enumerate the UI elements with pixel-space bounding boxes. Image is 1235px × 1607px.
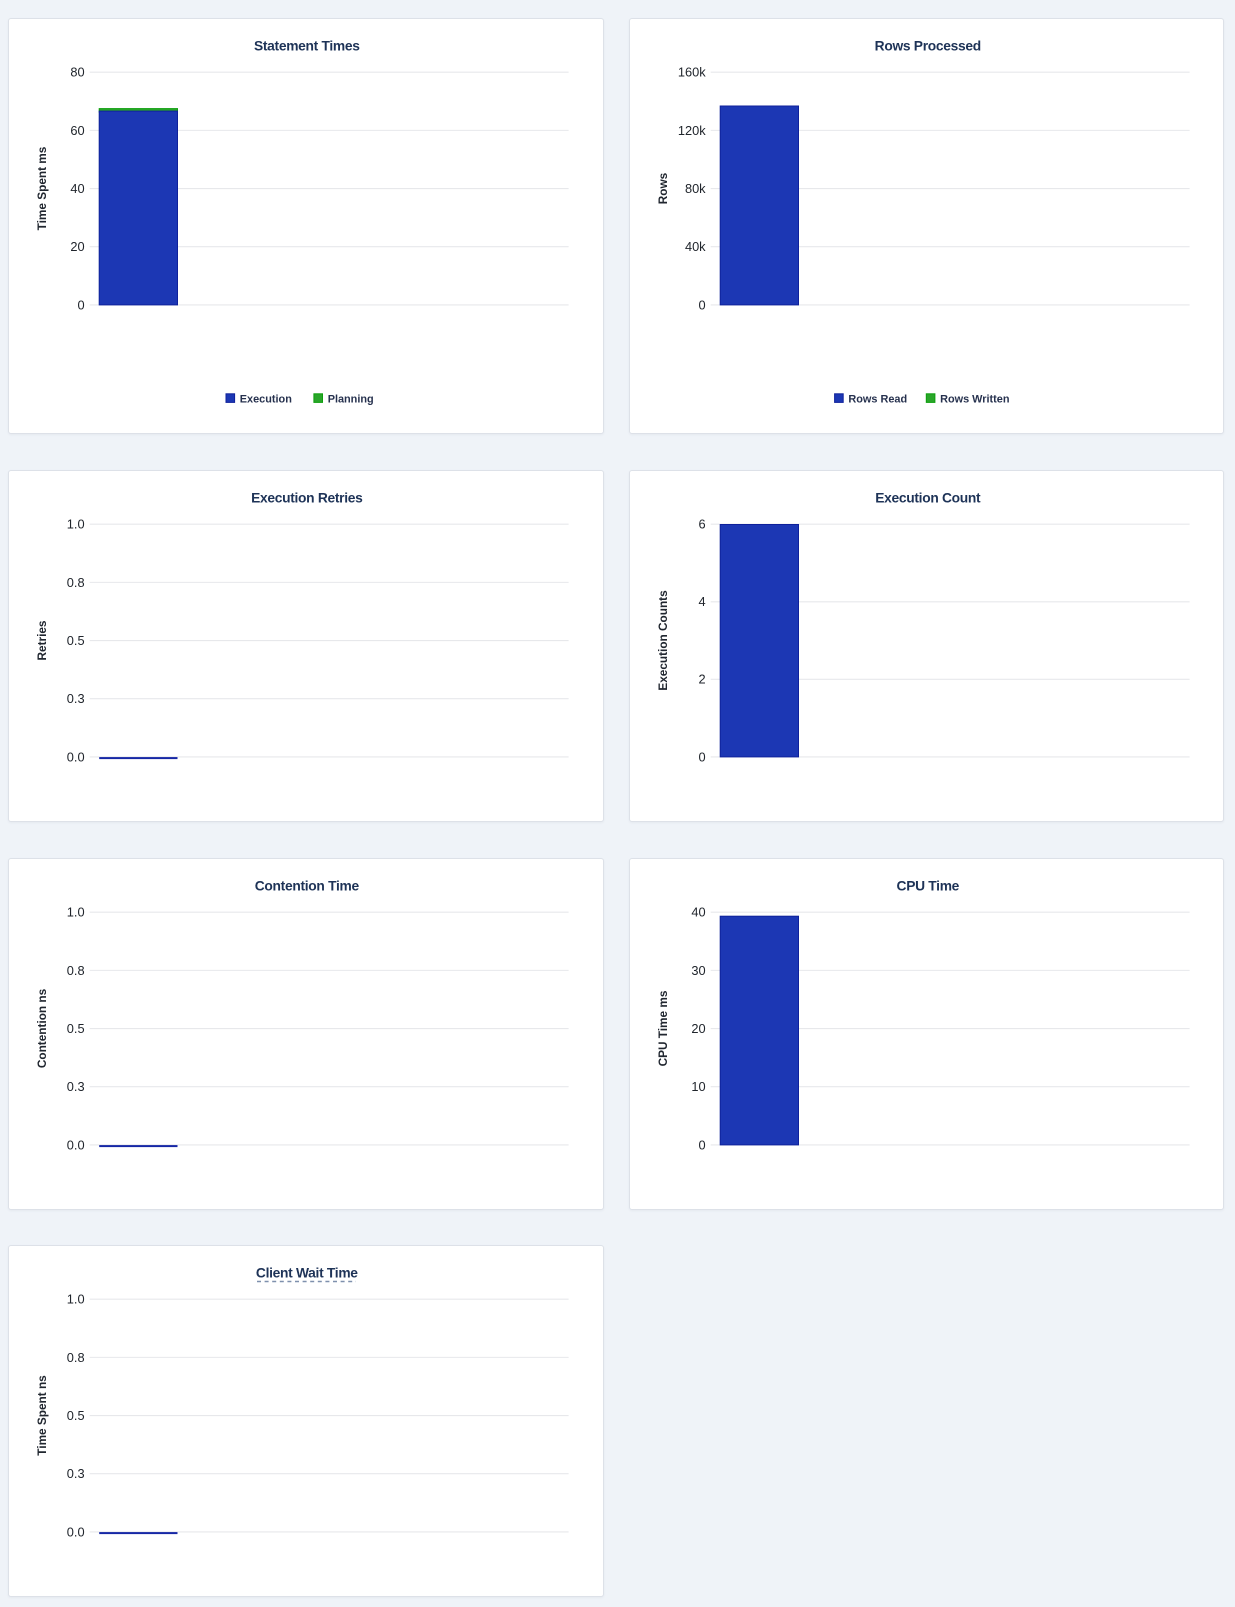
svg-text:0.3: 0.3 <box>67 691 85 706</box>
svg-text:40: 40 <box>70 181 84 196</box>
svg-text:1.0: 1.0 <box>67 904 85 919</box>
svg-text:0.0: 0.0 <box>67 1137 85 1152</box>
svg-text:1.0: 1.0 <box>67 1292 85 1307</box>
svg-text:10: 10 <box>691 1079 705 1094</box>
svg-text:0.0: 0.0 <box>67 1524 85 1539</box>
svg-text:CPU Time: CPU Time <box>896 878 959 893</box>
svg-text:Planning: Planning <box>328 394 374 406</box>
svg-text:80: 80 <box>70 65 84 80</box>
svg-text:Contention Time: Contention Time <box>255 878 360 893</box>
svg-text:0: 0 <box>698 749 705 764</box>
svg-text:Execution Retries: Execution Retries <box>251 490 363 505</box>
svg-text:Rows Read: Rows Read <box>848 394 907 406</box>
svg-text:CPU Time ms: CPU Time ms <box>656 990 670 1066</box>
svg-text:30: 30 <box>691 962 705 977</box>
svg-text:0.3: 0.3 <box>67 1466 85 1481</box>
svg-text:6: 6 <box>698 516 705 531</box>
svg-text:Execution Counts: Execution Counts <box>656 589 670 690</box>
svg-text:0.5: 0.5 <box>67 1020 85 1035</box>
svg-text:Rows Processed: Rows Processed <box>874 39 980 54</box>
svg-text:20: 20 <box>691 1020 705 1035</box>
svg-text:Statement Times: Statement Times <box>254 39 360 54</box>
svg-text:0.8: 0.8 <box>67 1350 85 1365</box>
svg-text:0: 0 <box>698 1137 705 1152</box>
svg-text:1.0: 1.0 <box>67 516 85 531</box>
svg-text:80k: 80k <box>684 181 705 196</box>
svg-text:Contention ns: Contention ns <box>35 988 49 1068</box>
svg-text:Rows Written: Rows Written <box>940 394 1009 406</box>
svg-text:Client Wait Time: Client Wait Time <box>256 1266 358 1281</box>
svg-text:0.0: 0.0 <box>67 749 85 764</box>
svg-text:40: 40 <box>691 904 705 919</box>
svg-text:120k: 120k <box>677 123 705 138</box>
svg-text:0: 0 <box>698 297 705 312</box>
svg-text:Time Spent ms: Time Spent ms <box>35 146 49 230</box>
svg-text:Execution Count: Execution Count <box>875 490 981 505</box>
svg-text:160k: 160k <box>677 65 705 80</box>
svg-text:0.5: 0.5 <box>67 632 85 647</box>
svg-text:Time Spent ns: Time Spent ns <box>35 1375 49 1456</box>
svg-text:0: 0 <box>77 297 84 312</box>
svg-text:0.5: 0.5 <box>67 1408 85 1423</box>
svg-text:Execution: Execution <box>240 394 292 406</box>
svg-text:0.3: 0.3 <box>67 1079 85 1094</box>
svg-text:40k: 40k <box>684 239 705 254</box>
svg-text:0.8: 0.8 <box>67 962 85 977</box>
svg-text:20: 20 <box>70 239 84 254</box>
svg-text:2: 2 <box>698 671 705 686</box>
svg-text:4: 4 <box>698 594 705 609</box>
svg-text:60: 60 <box>70 123 84 138</box>
svg-text:0.8: 0.8 <box>67 574 85 589</box>
svg-text:Retries: Retries <box>35 620 49 660</box>
svg-text:Rows: Rows <box>656 172 670 204</box>
